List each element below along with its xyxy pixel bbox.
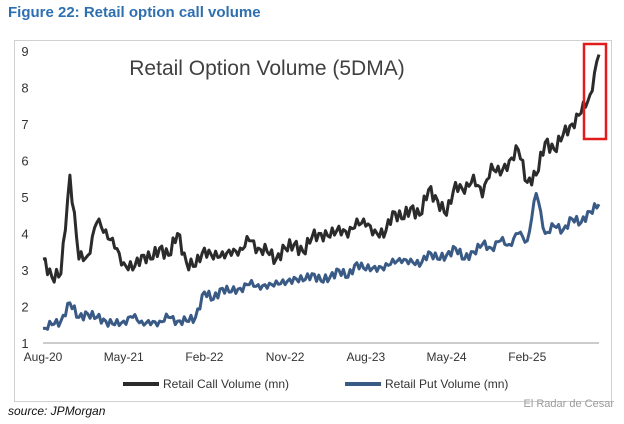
chart-container: 1 2 3 4 5 6 7 8 9 Aug-20 May-21 Feb-22 Nov-22 Aug-23… <box>14 40 612 402</box>
chart-canvas: 1 2 3 4 5 6 7 8 9 Aug-20 May-21 Feb-22 Nov-22 Aug-23… <box>21 42 608 391</box>
highlight-box <box>582 42 608 141</box>
y-tick-label: 2 <box>21 300 28 315</box>
y-tick-label: 6 <box>21 154 28 169</box>
chart-title: Retail Option Volume (5DMA) <box>129 57 404 80</box>
legend-put-label: Retail Put Volume (mn) <box>385 377 508 391</box>
x-tick-label: Feb-25 <box>508 350 546 364</box>
legend-call-label: Retail Call Volume (mn) <box>163 377 289 391</box>
watermark: El Radar de Cesar <box>523 398 615 410</box>
x-tick-label: Aug-20 <box>24 350 63 364</box>
y-tick-label: 8 <box>21 81 28 96</box>
x-axis: Aug-20 May-21 Feb-22 Nov-22 Aug-23 May-24 Feb-… <box>24 342 599 364</box>
y-axis: 1 2 3 4 5 6 7 8 9 <box>21 44 28 351</box>
y-tick-label: 5 <box>21 190 28 205</box>
call-volume-line <box>42 54 601 284</box>
y-tick-label: 4 <box>21 227 28 242</box>
x-tick-label: Nov-22 <box>266 350 305 364</box>
x-tick-label: Aug-23 <box>346 350 385 364</box>
figure-title: Figure 22: Retail option call volume <box>8 4 261 21</box>
x-tick-label: May-21 <box>104 350 144 364</box>
source-note: source: JPMorgan <box>8 404 106 418</box>
y-tick-label: 7 <box>21 117 28 132</box>
x-tick-label: Feb-22 <box>185 350 223 364</box>
put-volume-line <box>42 191 601 331</box>
y-tick-label: 1 <box>21 336 28 351</box>
x-tick-label: May-24 <box>427 350 467 364</box>
plot-area <box>42 54 601 331</box>
legend: Retail Call Volume (mn) Retail Put Volume… <box>123 377 508 391</box>
y-tick-label: 9 <box>21 44 28 59</box>
y-tick-label: 3 <box>21 263 28 278</box>
